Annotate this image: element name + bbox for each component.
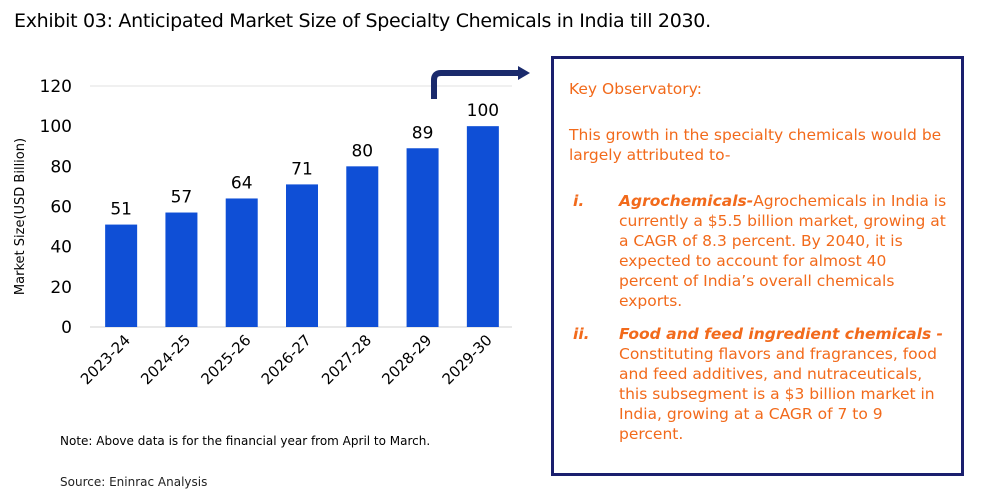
item-number: ii. [573,325,590,343]
observatory-intro: This growth in the specialty chemicals w… [569,126,942,164]
observatory-item: ii. Food and feed ingredient chemicals -… [569,324,949,444]
y-tick-label: 80 [50,157,72,177]
y-tick-label: 100 [40,117,72,137]
item-title: Food and feed ingredient chemicals - [619,325,943,343]
chart-source: Source: Eninrac Analysis [60,475,208,489]
y-tick-label: 40 [50,238,72,258]
data-label: 80 [351,141,373,161]
bar [105,224,138,327]
arrow-icon [431,70,520,99]
arrow-head-icon [518,66,530,80]
x-tick-label: 2027-28 [318,331,375,388]
bar-chart: 0 20 40 60 80 100 120 Market Size(USD Billion) 5… [13,66,530,388]
x-tick-label: 2025-26 [197,331,254,388]
data-label: 71 [291,159,313,179]
data-label: 57 [171,188,193,208]
x-tick-label: 2026-27 [258,331,315,388]
bar [286,184,318,327]
observatory-heading: Key Observatory: [569,80,702,98]
item-text: Constituting flavors and fragrances, foo… [619,345,937,443]
x-tick-label: 2024-25 [137,331,194,388]
data-label: 64 [231,173,253,193]
x-tick-label: 2028-29 [378,331,435,388]
bar [466,126,499,328]
item-text: Agrochemicals in India is currently a $5… [619,192,947,310]
y-tick-label: 0 [61,318,72,338]
chart-note: Note: Above data is for the financial ye… [60,434,431,448]
data-label: 100 [467,101,499,121]
bar [406,148,439,327]
data-label: 51 [110,200,132,220]
y-tick-label: 120 [40,77,72,97]
key-observatory-box: Key Observatory: This growth in the spec… [551,56,964,476]
x-tick-label: 2023-24 [77,331,134,388]
observatory-item: i. Agrochemicals-Agrochemicals in India … [569,191,949,311]
bar [346,166,379,327]
x-tick-label: 2029-30 [439,331,496,388]
y-axis-label: Market Size(USD Billion) [13,138,28,295]
exhibit-title: Exhibit 03: Anticipated Market Size of S… [14,10,711,32]
y-tick-label: 60 [50,198,72,218]
data-label: 89 [412,123,434,143]
item-number: i. [573,192,585,210]
item-title: Agrochemicals- [619,192,754,210]
bar [165,212,198,327]
y-tick-label: 20 [50,278,72,298]
bar [225,198,258,327]
